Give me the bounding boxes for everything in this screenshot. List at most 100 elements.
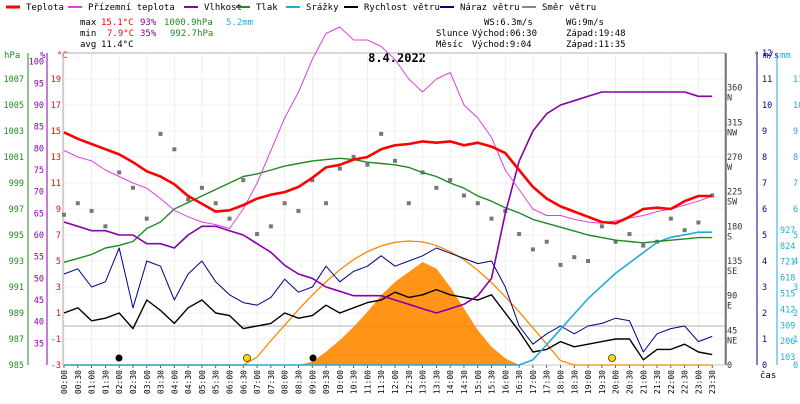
x-tick-label: 23:30: [708, 370, 717, 394]
wind-direction-point: [572, 255, 577, 260]
wind-direction-point: [599, 224, 604, 229]
hpa-tick-label: 995: [9, 231, 24, 241]
wind-direction-point: [241, 178, 246, 183]
rain-scale-label: 9: [793, 127, 798, 137]
pct-tick-label: 100: [29, 58, 44, 68]
wind-direction-point: [268, 224, 273, 229]
wind-direction-point: [199, 185, 204, 190]
sunset-marker: [608, 354, 616, 362]
moon-rise: Východ:9:04: [472, 40, 532, 50]
x-tick-label: 12:00: [391, 370, 400, 394]
wind-direction-point: [613, 239, 618, 244]
stats-hum-max: 93%: [140, 18, 157, 28]
temp-tick-label: 15: [51, 127, 61, 137]
x-tick-label: 14:00: [446, 370, 455, 394]
stats-temp-avg: 11.4°C: [101, 40, 134, 50]
moon-marker: [115, 354, 123, 362]
rain-scale-label: 1: [793, 335, 798, 345]
rain-scale-label: 7: [793, 179, 798, 189]
wind-direction-point: [255, 232, 260, 237]
sun-label: Slunce: [436, 29, 469, 39]
unit-ms: m/s: [763, 51, 779, 61]
ms-tick-label: 10: [762, 101, 772, 111]
stats-press-min: 992.7hPa: [170, 29, 213, 39]
wind-direction-point: [130, 185, 135, 190]
stats-rain-max: 5.2mm: [226, 18, 253, 28]
ms-tick-label: 3: [762, 283, 767, 293]
ms-tick-label: 8: [762, 153, 767, 163]
dir-tick-label: 0: [727, 361, 732, 371]
pressure-line: [63, 157, 713, 263]
pct-tick-label: 65: [34, 209, 44, 219]
wind-direction-point: [365, 162, 370, 167]
pct-tick-label: 35: [34, 339, 44, 349]
x-tick-label: 01:30: [101, 370, 110, 394]
dir-tick-label: 45: [727, 326, 737, 336]
legend-wind-dir: Směr větru: [542, 3, 596, 13]
wind-direction-point: [393, 158, 397, 163]
x-tick-label: 04:30: [184, 370, 193, 394]
wind-wg: WG:9m/s: [566, 18, 604, 28]
x-tick-label: 05:30: [212, 370, 221, 394]
temp-tick-label: 19: [51, 75, 61, 85]
ms-tick-label: 2: [762, 309, 767, 319]
rain-scale-label: 2: [793, 309, 798, 319]
hpa-tick-label: 993: [9, 257, 24, 267]
unit-hpa: hPa: [4, 51, 20, 61]
stats: max 15.1°C 93% 1000.9hPa 5.2mm min 7.9°C…: [80, 18, 253, 50]
wind-direction-point: [351, 155, 356, 159]
stats-press-max: 1000.9hPa: [164, 18, 213, 28]
wind-direction-point: [172, 147, 177, 152]
hpa-tick-label: 1001: [4, 153, 24, 163]
moon-set: Západ:11:35: [566, 40, 626, 50]
humidity-line: [63, 91, 713, 314]
x-tick-label: 15:30: [488, 370, 497, 394]
rain-scale-label: 0: [793, 361, 798, 371]
wind-ws: WS:6.3m/s: [484, 18, 533, 28]
wind-direction-point: [517, 232, 522, 237]
mm-tick-label: 309: [780, 321, 795, 331]
solar-radiation-area: [64, 262, 713, 365]
wind-direction-point: [213, 201, 218, 206]
wind-direction-point: [489, 216, 494, 221]
hpa-tick-label: 1003: [4, 127, 24, 137]
legend-temperature: Teplota: [26, 3, 64, 13]
dir-tick-label: 90: [727, 292, 737, 302]
mm-tick-label: 824: [780, 242, 795, 252]
temp-tick-label: 11: [51, 179, 61, 189]
pct-tick-label: 45: [34, 296, 44, 306]
x-tick-label: 19:30: [598, 370, 607, 394]
dir-tick-label: 225: [727, 188, 742, 198]
legend-pressure: Tlak: [256, 3, 278, 13]
temp-tick-label: 17: [51, 101, 61, 111]
rain-scale-label: 3: [793, 283, 798, 293]
x-tick-label: 13:30: [432, 370, 441, 394]
ms-tick-label: 0: [762, 361, 767, 371]
wind-direction-point: [324, 201, 329, 206]
ms-tick-label: 6: [762, 205, 767, 215]
pct-tick-label: 80: [34, 144, 44, 154]
pct-tick-label: 40: [34, 318, 44, 328]
ms-tick-label: 5: [762, 231, 767, 241]
x-tick-label: 02:00: [115, 370, 124, 394]
temp-tick-label: 13: [51, 153, 61, 163]
wind-direction-point: [117, 170, 122, 175]
rain-scale-label: 8: [793, 153, 798, 163]
astro-info: WS:6.3m/s WG:9m/s Slunce Východ:06:30 Zá…: [436, 18, 626, 50]
pct-tick-label: 85: [34, 123, 44, 133]
temp-tick-label: 7: [56, 231, 61, 241]
legend-wind-gust: Náraz větru: [460, 3, 520, 13]
pct-tick-label: 75: [34, 166, 44, 176]
pct-tick-label: 50: [34, 274, 44, 284]
mm-tick-label: 103: [780, 353, 795, 363]
x-tick-label: 19:00: [584, 370, 593, 394]
x-tick-label: 13:00: [419, 370, 428, 394]
rain-scale-label: 4: [793, 257, 798, 267]
temp-tick-label: 5: [56, 257, 61, 267]
chart-title: 8.4.2022: [368, 51, 426, 65]
rain-scale-label: 5: [793, 231, 798, 241]
x-tick-label: 10:30: [350, 370, 359, 394]
wind-direction-point: [668, 216, 673, 221]
dir-tick-name: W: [727, 163, 733, 173]
